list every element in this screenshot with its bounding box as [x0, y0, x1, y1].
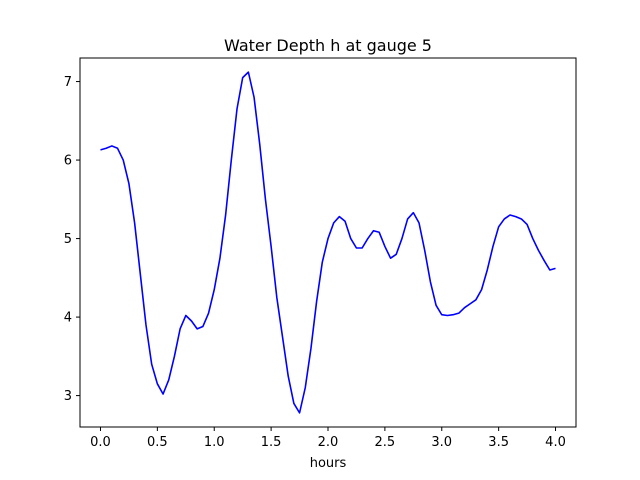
- x-tick-label: 1.5: [261, 435, 282, 450]
- series-line-0: [100, 71, 556, 414]
- x-axis-label: hours: [310, 456, 347, 471]
- x-tick-label: 4.0: [545, 435, 566, 450]
- x-tick-label: 2.5: [375, 435, 396, 450]
- x-tick-label: 3.5: [488, 435, 509, 450]
- x-tick-label: 3.0: [431, 435, 452, 450]
- y-tick-label: 3: [64, 389, 72, 404]
- plot-area: [100, 71, 556, 414]
- x-tick-label: 2.0: [318, 435, 339, 450]
- x-tick-label: 0.0: [90, 435, 111, 450]
- x-tick-label: 0.5: [147, 435, 168, 450]
- chart-title: Water Depth h at gauge 5: [224, 36, 432, 55]
- y-axis: 3 4 5 6 7: [64, 75, 80, 404]
- y-tick-label: 5: [64, 232, 72, 247]
- x-axis: 0.0 0.5 1.0 1.5 2.0 2.5 3.0 3.5 4.0: [90, 427, 566, 450]
- y-tick-label: 4: [64, 311, 72, 326]
- y-tick-label: 6: [64, 154, 72, 169]
- y-tick-label: 7: [64, 75, 72, 90]
- x-tick-label: 1.0: [204, 435, 225, 450]
